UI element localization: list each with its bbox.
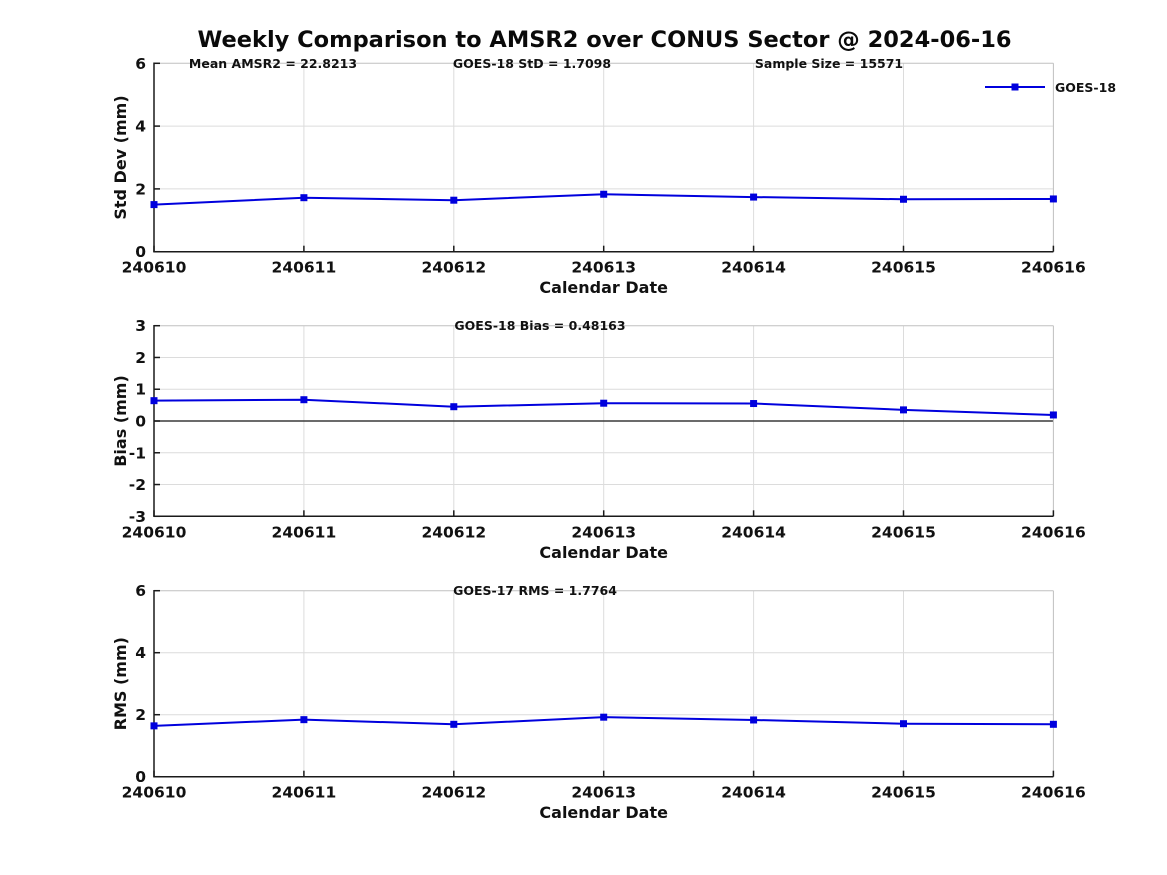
x-tick-label: 240616 [1021,784,1086,802]
x-tick-label: 240616 [1021,259,1086,277]
data-point-marker [750,193,758,201]
y-tick-label: 2 [135,706,146,724]
y-tick-label: 4 [135,118,146,136]
y-axis-title: Std Dev (mm) [111,95,130,219]
data-point-marker [600,399,608,407]
y-tick-label: 0 [135,243,146,261]
x-tick-label: 240613 [571,259,636,277]
y-axis-title: Bias (mm) [111,375,130,467]
data-point-marker [1049,195,1057,203]
stat-annotation: GOES-17 RMS = 1.7764 [453,583,617,598]
legend: GOES-18 [985,80,1116,95]
y-tick-label: 2 [135,180,146,198]
data-point-marker [600,190,608,198]
figure-title: Weekly Comparison to AMSR2 over CONUS Se… [197,27,1012,53]
legend-marker-icon [1011,83,1019,91]
x-tick-label: 240613 [571,523,636,541]
data-point-marker [900,406,907,414]
stat-annotation: Mean AMSR2 = 22.8213 [189,56,357,71]
data-point-marker [300,716,308,724]
data-point-marker [600,713,608,721]
x-tick-label: 240614 [721,784,786,802]
data-point-marker [750,716,758,724]
data-point-marker [450,196,458,204]
data-point-marker [150,201,158,209]
x-tick-label: 240615 [871,784,936,802]
data-point-marker [750,400,758,408]
x-tick-label: 240610 [122,523,187,541]
x-tick-label: 240612 [421,523,486,541]
y-tick-label: 0 [135,768,146,786]
y-tick-label: 2 [135,349,146,367]
x-tick-label: 240610 [122,784,187,802]
x-tick-label: 240611 [272,523,337,541]
y-tick-label: -3 [129,508,146,526]
stat-annotation: Sample Size = 15571 [755,56,903,71]
x-tick-label: 240616 [1021,523,1086,541]
x-axis-title: Calendar Date [539,543,668,562]
x-tick-label: 240614 [721,259,786,277]
y-tick-label: -2 [129,476,146,494]
x-tick-label: 240615 [871,259,936,277]
chart-std-dev: 0 2 4 6 240610 240611 240612 240613 240614 240615… [111,55,1086,297]
data-point-marker [450,403,458,411]
data-point-marker [900,195,907,203]
legend-series-label: GOES-18 [1055,80,1116,95]
stat-annotation: GOES-18 StD = 1.7098 [453,56,611,71]
stat-annotation: GOES-18 Bias = 0.48163 [454,318,625,333]
data-point-marker [150,722,158,730]
x-tick-label: 240613 [571,784,636,802]
y-tick-label: 0 [135,413,146,431]
chart-bias: -3 -2 -1 0 1 2 3 240610 240611 240612 240613 240614… [111,317,1086,562]
data-point-marker [1049,720,1057,728]
x-axis-title: Calendar Date [539,803,668,822]
y-tick-label: 1 [135,381,146,399]
data-point-marker [900,720,907,728]
x-axis-title: Calendar Date [539,278,668,297]
data-point-marker [300,396,308,404]
data-point-marker [150,397,158,405]
data-point-marker [450,720,458,728]
x-tick-label: 240614 [721,523,786,541]
y-tick-label: -1 [129,444,146,462]
x-tick-label: 240611 [272,784,337,802]
x-tick-label: 240615 [871,523,936,541]
y-tick-label: 6 [135,582,146,600]
x-tick-label: 240612 [421,259,486,277]
x-tick-label: 240612 [421,784,486,802]
chart-rms: 0 2 4 6 240610 240611 240612 240613 240614 240615… [111,582,1086,822]
y-tick-label: 4 [135,644,146,662]
y-tick-label: 6 [135,55,146,73]
y-axis-title: RMS (mm) [111,637,130,730]
y-tick-label: 3 [135,317,146,335]
x-tick-label: 240610 [122,259,187,277]
x-tick-label: 240611 [272,259,337,277]
data-point-marker [300,194,308,202]
data-point-marker [1049,411,1057,419]
